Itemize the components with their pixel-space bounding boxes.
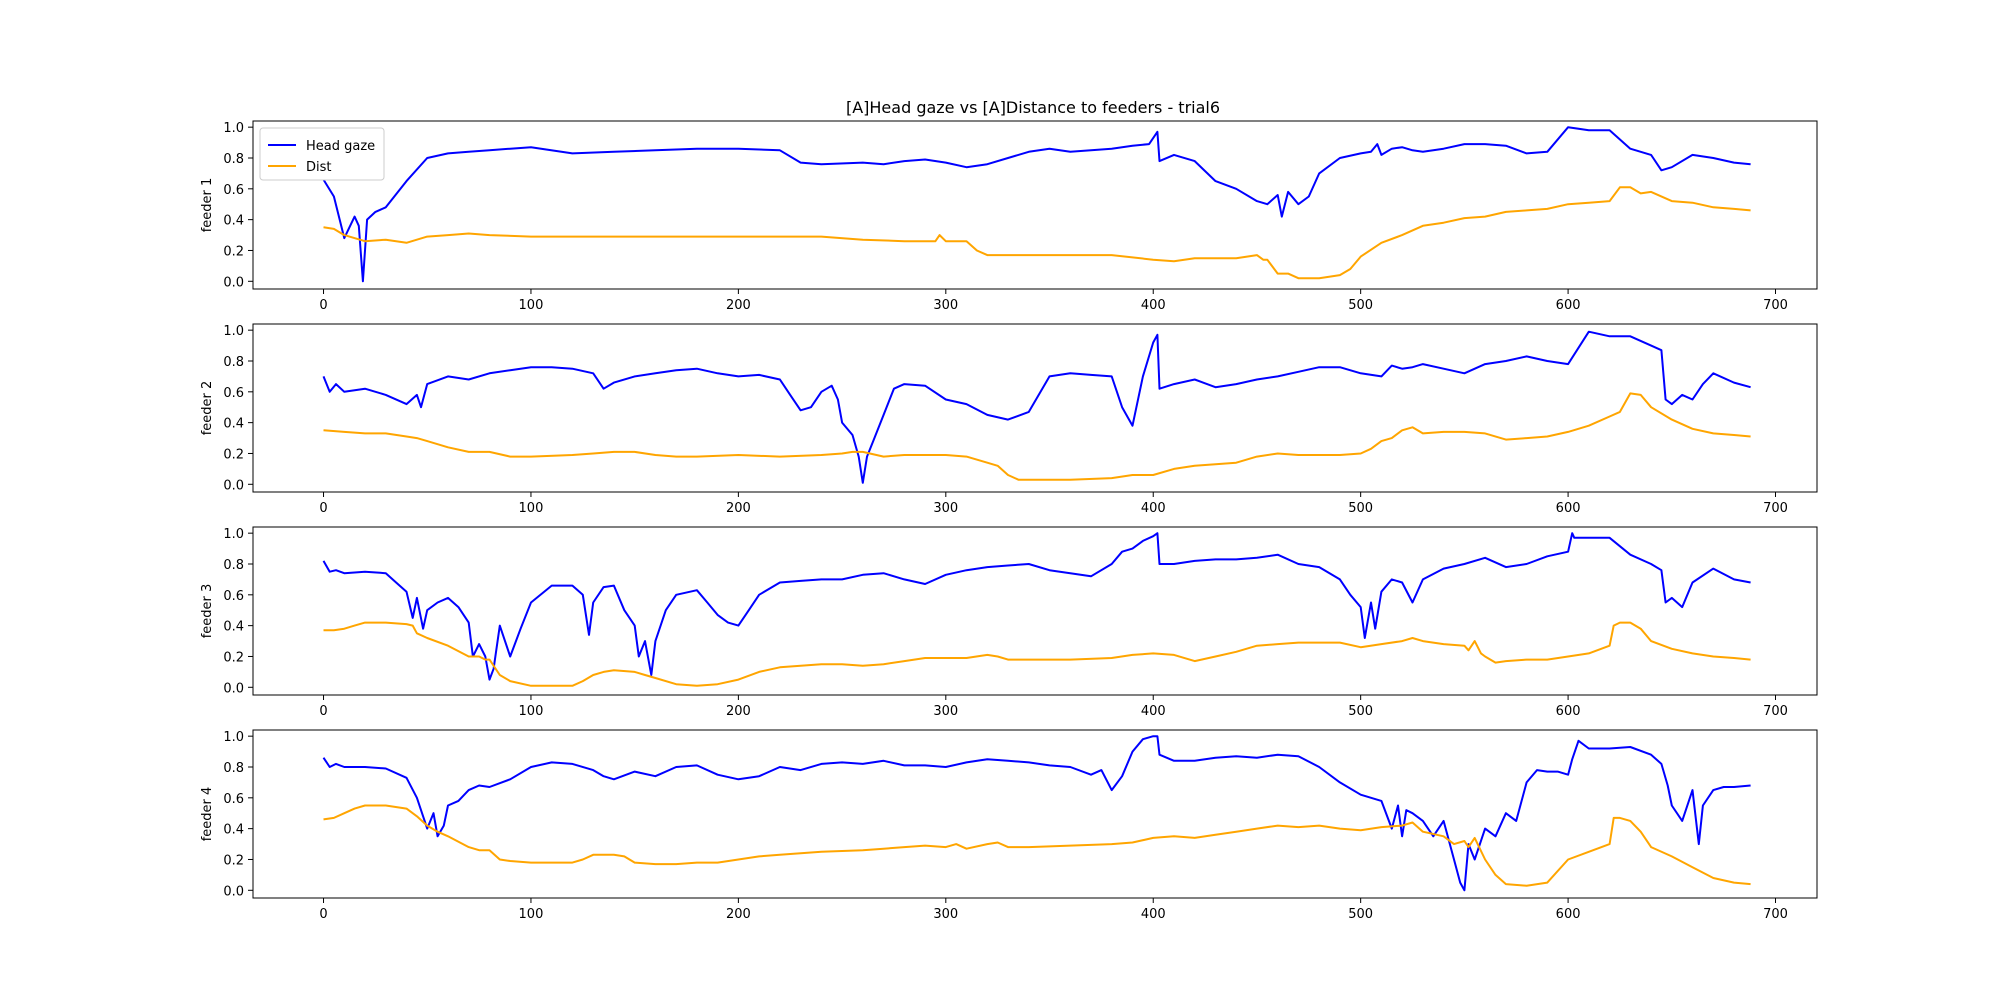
x-tick-label: 600	[1556, 501, 1581, 516]
x-tick-label: 0	[319, 907, 327, 922]
y-tick-label: 0.2	[223, 853, 244, 868]
x-tick-label: 400	[1141, 704, 1166, 719]
y-tick-label: 1.0	[223, 730, 244, 745]
x-tick-label: 700	[1763, 907, 1788, 922]
y-tick-label: 0.2	[223, 447, 244, 462]
y-axis-label: feeder 4	[200, 787, 215, 842]
series-line-dist	[323, 621, 1751, 687]
x-tick-label: 200	[726, 907, 751, 922]
x-tick-label: 700	[1763, 298, 1788, 313]
subplots: 0 100 200 300 400 500 600 700 0.0 0.2 0.4 0.6 0.8 1.0…	[200, 120, 1818, 922]
series-line-dist	[323, 186, 1751, 280]
series-line-head-gaze	[322, 735, 1751, 892]
subplot-2: 0 100 200 300 400 500 600 700 0.0 0.2 0.4 0.6 0.8 1.0…	[200, 323, 1818, 516]
y-axis-label: feeder 2	[200, 381, 215, 436]
y-tick-label: 0.6	[223, 386, 244, 401]
x-tick-label: 100	[519, 704, 544, 719]
series-line-head-gaze	[322, 126, 1751, 283]
y-tick-label: 0.2	[223, 244, 244, 259]
y-tick-label: 0.8	[223, 355, 244, 370]
x-tick-label: 200	[726, 704, 751, 719]
x-tick-label: 300	[933, 907, 958, 922]
axes-frame	[252, 729, 1818, 899]
axes-frame	[252, 323, 1818, 493]
axes-frame	[252, 120, 1818, 290]
x-tick-label: 300	[933, 501, 958, 516]
y-tick-label: 0.4	[223, 214, 244, 229]
legend: Head gaze Dist	[259, 127, 385, 181]
subplot-1: 0 100 200 300 400 500 600 700 0.0 0.2 0.4 0.6 0.8 1.0…	[200, 120, 1818, 313]
y-tick-label: 0.0	[223, 681, 244, 696]
x-tick-label: 600	[1556, 907, 1581, 922]
x-tick-label: 400	[1141, 298, 1166, 313]
y-tick-label: 0.0	[223, 884, 244, 899]
y-tick-label: 0.6	[223, 183, 244, 198]
chart-title: [A]Head gaze vs [A]Distance to feeders -…	[846, 98, 1220, 117]
subplot-4: 0 100 200 300 400 500 600 700 0.0 0.2 0.4 0.6 0.8 1.0…	[200, 729, 1818, 922]
x-tick-label: 700	[1763, 501, 1788, 516]
x-tick-label: 100	[519, 907, 544, 922]
y-tick-label: 1.0	[223, 527, 244, 542]
y-tick-label: 0.8	[223, 761, 244, 776]
y-tick-label: 0.8	[223, 152, 244, 167]
x-tick-label: 0	[319, 501, 327, 516]
x-tick-label: 700	[1763, 704, 1788, 719]
y-tick-label: 1.0	[223, 324, 244, 339]
y-axis-label: feeder 3	[200, 584, 215, 639]
y-tick-label: 0.4	[223, 417, 244, 432]
legend-label: Head gaze	[306, 139, 375, 154]
y-tick-label: 0.0	[223, 275, 244, 290]
x-tick-label: 400	[1141, 501, 1166, 516]
x-tick-label: 500	[1348, 501, 1373, 516]
x-tick-label: 600	[1556, 704, 1581, 719]
subplot-3: 0 100 200 300 400 500 600 700 0.0 0.2 0.4 0.6 0.8 1.0…	[200, 526, 1818, 719]
x-tick-label: 300	[933, 298, 958, 313]
y-tick-label: 0.2	[223, 650, 244, 665]
x-tick-label: 0	[319, 298, 327, 313]
x-tick-label: 200	[726, 501, 751, 516]
y-tick-label: 0.6	[223, 589, 244, 604]
series-line-dist	[323, 392, 1751, 481]
x-tick-label: 500	[1348, 298, 1373, 313]
y-tick-label: 0.4	[223, 620, 244, 635]
y-tick-label: 0.0	[223, 478, 244, 493]
axes-frame	[252, 526, 1818, 696]
x-tick-label: 500	[1348, 907, 1373, 922]
y-axis-label: feeder 1	[200, 178, 215, 233]
x-tick-label: 200	[726, 298, 751, 313]
y-tick-label: 1.0	[223, 121, 244, 136]
x-tick-label: 100	[519, 501, 544, 516]
series-line-dist	[323, 804, 1751, 887]
x-tick-label: 600	[1556, 298, 1581, 313]
x-tick-label: 500	[1348, 704, 1373, 719]
y-tick-label: 0.4	[223, 823, 244, 838]
x-tick-label: 100	[519, 298, 544, 313]
legend-label: Dist	[306, 160, 332, 175]
y-tick-label: 0.6	[223, 792, 244, 807]
x-tick-label: 300	[933, 704, 958, 719]
x-tick-label: 0	[319, 704, 327, 719]
x-tick-label: 400	[1141, 907, 1166, 922]
y-tick-label: 0.8	[223, 558, 244, 573]
series-line-head-gaze	[322, 330, 1751, 484]
